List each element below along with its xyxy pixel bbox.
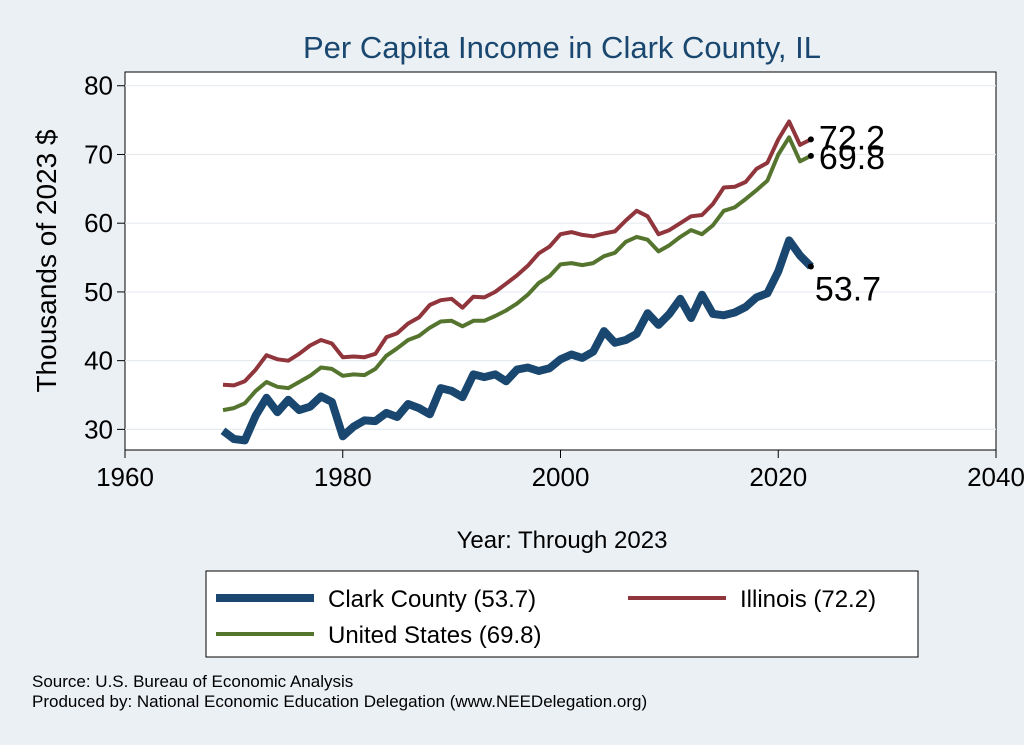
series-line-united-states	[222, 135, 812, 413]
y-tick-label: 50	[84, 277, 113, 307]
end-labels: 53.7 72.269.8	[807, 119, 885, 308]
end-value-label: 69.8	[819, 139, 885, 177]
y-tick-label: 80	[84, 71, 113, 101]
x-tick-label: 1980	[314, 462, 372, 492]
x-tick-label: 2020	[749, 462, 807, 492]
legend-label: Illinois (72.2)	[740, 586, 876, 613]
producer-note: Produced by: National Economic Education…	[32, 692, 648, 711]
end-value-label: 53.7	[815, 270, 881, 308]
y-axis: 30 40 50 60 70 80	[84, 71, 125, 444]
legend-label: United States (69.8)	[328, 622, 541, 649]
end-point-marker	[807, 152, 814, 159]
y-tick-label: 70	[84, 139, 113, 169]
legend-label: Clark County (53.7)	[328, 586, 536, 613]
series-line-illinois	[222, 119, 812, 388]
plot-area	[124, 71, 997, 451]
x-axis-label: Year: Through 2023	[457, 527, 668, 554]
y-tick-label: 30	[84, 414, 113, 444]
x-axis: 1960 1980 2000 2020 2040	[96, 450, 1024, 492]
x-tick-label: 2040	[967, 462, 1024, 492]
end-point-marker	[807, 136, 814, 143]
chart-title: Per Capita Income in Clark County, IL	[303, 30, 821, 65]
x-tick-label: 1960	[96, 462, 154, 492]
y-axis-label: Thousands of 2023 $	[31, 129, 62, 393]
series-lines	[220, 119, 814, 445]
legend: Clark County (53.7) Illinois (72.2) United…	[205, 570, 919, 658]
y-tick-label: 60	[84, 208, 113, 238]
y-tick-label: 40	[84, 346, 113, 376]
series-line-clark-county	[220, 236, 814, 445]
legend-box	[205, 570, 919, 658]
end-point-marker	[807, 263, 814, 270]
x-tick-label: 2000	[532, 462, 590, 492]
end-value-label: 72.2	[819, 119, 885, 157]
grid-lines	[125, 85, 996, 430]
source-note: Source: U.S. Bureau of Economic Analysis	[32, 672, 354, 691]
